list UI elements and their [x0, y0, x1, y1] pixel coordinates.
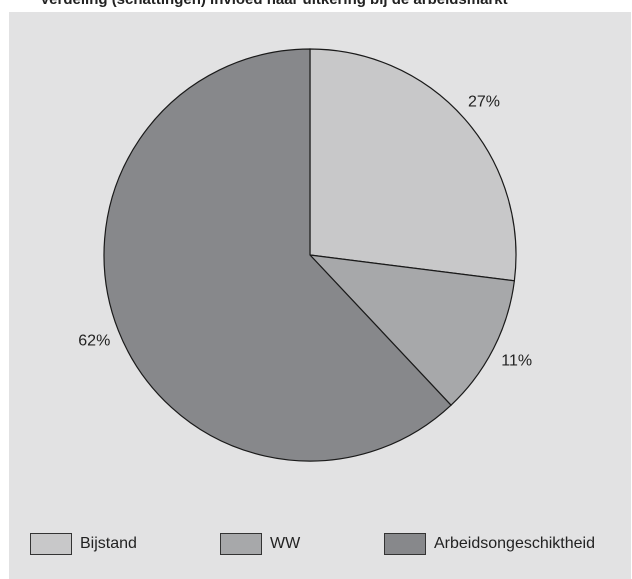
pie-label-ww: 11%	[501, 352, 532, 369]
pie-slice-bijstand	[309, 48, 517, 282]
pie-label-bijstand: 27%	[468, 94, 500, 111]
pie-label-arbeidsongeschiktheid: 62%	[78, 332, 110, 349]
pie-slice-ww	[308, 254, 516, 407]
pie-slice-arbeidsongeschiktheid	[103, 48, 452, 462]
chart-title: Verdeling (schattingen) invloed naar uit…	[40, 0, 508, 8]
